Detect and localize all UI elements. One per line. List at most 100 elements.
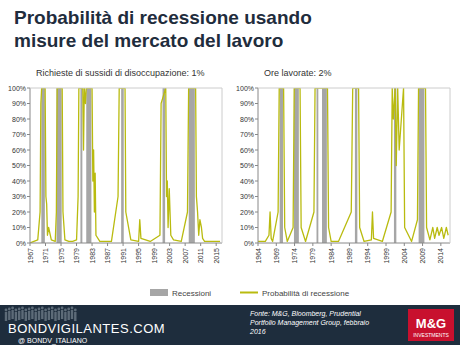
source: 2016: [249, 328, 266, 335]
silhouette: [74, 312, 76, 321]
x-tick-label: 1975: [58, 248, 65, 264]
y-tick-label: 40%: [12, 178, 26, 185]
legend: Recessioni Probabilità di recessione: [150, 289, 350, 298]
silhouette: [68, 311, 70, 320]
subtitle: Richieste di sussidi di disoccupazione: …: [36, 68, 205, 78]
silhouette: [41, 310, 43, 319]
y-tick-label: 70%: [240, 131, 254, 138]
footer-band: [0, 305, 460, 345]
x-tick-label: 1969: [273, 248, 280, 264]
silhouette: [5, 312, 7, 321]
y-tick-label: 20%: [12, 209, 26, 216]
background: [0, 0, 460, 345]
y-tick-label: 50%: [12, 162, 26, 169]
handle: @ BONDV_ITALIANO: [18, 337, 88, 345]
y-tick-label: 80%: [240, 116, 254, 123]
x-tick-label: 1999: [383, 248, 390, 264]
silhouette: [31, 310, 33, 319]
silhouette: [44, 312, 46, 321]
silhouette: [57, 308, 60, 311]
x-tick-label: 1994: [364, 248, 371, 264]
x-tick-label: 2014: [437, 248, 444, 264]
y-axis: [258, 88, 259, 243]
y-tick-label: 60%: [12, 147, 26, 154]
x-tick-label: 2003: [166, 248, 173, 264]
y-tick-label: 30%: [12, 193, 26, 200]
silhouette: [28, 311, 30, 320]
silhouette: [34, 309, 37, 312]
frame: [258, 88, 450, 89]
panel: Ore lavorate: 2%0%10%20%30%40%50%60%70%8…: [236, 68, 450, 264]
silhouette: [74, 309, 77, 312]
silhouette: [48, 311, 50, 320]
y-tick-label: 0%: [16, 240, 26, 247]
y-tick-label: 80%: [12, 116, 26, 123]
silhouette: [71, 307, 74, 310]
x-tick-label: 1971: [42, 248, 49, 264]
silhouette: [21, 307, 24, 310]
silhouette: [51, 307, 54, 310]
x-tick-label: 1999: [151, 248, 158, 264]
silhouette: [64, 312, 66, 321]
y-tick-label: 10%: [12, 224, 26, 231]
silhouette: [44, 309, 47, 312]
x-tick-label: 2007: [182, 248, 189, 264]
silhouette: [48, 308, 51, 311]
plot-area: [30, 88, 220, 243]
frame: [222, 88, 223, 243]
footer: BONDVIGILANTES.COM@ BONDV_ITALIANO Fonte:…: [0, 305, 460, 345]
chart-root: Probabilità di recessione usandomisure d…: [0, 0, 460, 345]
y-tick-label: 10%: [240, 224, 254, 231]
x-tick-label: 1979: [73, 248, 80, 264]
silhouette: [18, 311, 20, 320]
silhouette: [8, 311, 10, 320]
silhouette: [24, 309, 27, 312]
source: Fonte: M&G, Bloomberg, Prudential: [250, 310, 361, 318]
y-tick-label: 0%: [244, 240, 254, 247]
subtitle: Ore lavorate: 2%: [264, 68, 332, 78]
x-tick-label: 1979: [309, 248, 316, 264]
x-axis: [30, 243, 222, 244]
plot-area: [258, 88, 448, 243]
silhouette: [64, 309, 67, 312]
y-axis: [30, 88, 31, 243]
y-tick-label: 100%: [236, 85, 254, 92]
x-tick-label: 2009: [419, 248, 426, 264]
silhouette: [25, 312, 27, 321]
y-tick-label: 20%: [240, 209, 254, 216]
x-tick-label: 1989: [346, 248, 353, 264]
y-tick-label: 40%: [240, 178, 254, 185]
silhouette: [54, 312, 56, 321]
silhouette: [15, 309, 18, 312]
legend-label: Recessioni: [172, 289, 211, 298]
silhouette: [8, 308, 11, 311]
y-tick-label: 90%: [12, 100, 26, 107]
silhouette: [21, 310, 23, 319]
silhouette: [11, 310, 13, 319]
legend-label: Probabilità di recessione: [262, 289, 350, 298]
silhouette: [38, 308, 41, 311]
silhouette: [54, 309, 57, 312]
x-tick-label: 1984: [328, 248, 335, 264]
y-tick-label: 50%: [240, 162, 254, 169]
silhouette: [41, 307, 44, 310]
frame: [450, 88, 451, 243]
silhouette: [61, 310, 63, 319]
x-tick-label: 2004: [401, 248, 408, 264]
site: BONDVIGILANTES.COM: [8, 321, 165, 336]
x-tick-label: 2015: [213, 248, 220, 264]
title: Probabilità di recessione usandomisure d…: [14, 7, 312, 51]
silhouette: [58, 311, 60, 320]
legend-swatch: [150, 289, 168, 296]
y-tick-label: 90%: [240, 100, 254, 107]
legend-swatch: [240, 292, 258, 294]
y-tick-label: 100%: [8, 85, 26, 92]
silhouette: [28, 308, 31, 311]
silhouette: [11, 307, 14, 310]
logo-box: [408, 309, 454, 341]
y-tick-label: 60%: [240, 147, 254, 154]
x-tick-label: 1991: [120, 248, 127, 264]
source: Portfolio Management Group, febbraio: [250, 319, 369, 327]
silhouette: [38, 311, 40, 320]
silhouette: [18, 308, 21, 311]
